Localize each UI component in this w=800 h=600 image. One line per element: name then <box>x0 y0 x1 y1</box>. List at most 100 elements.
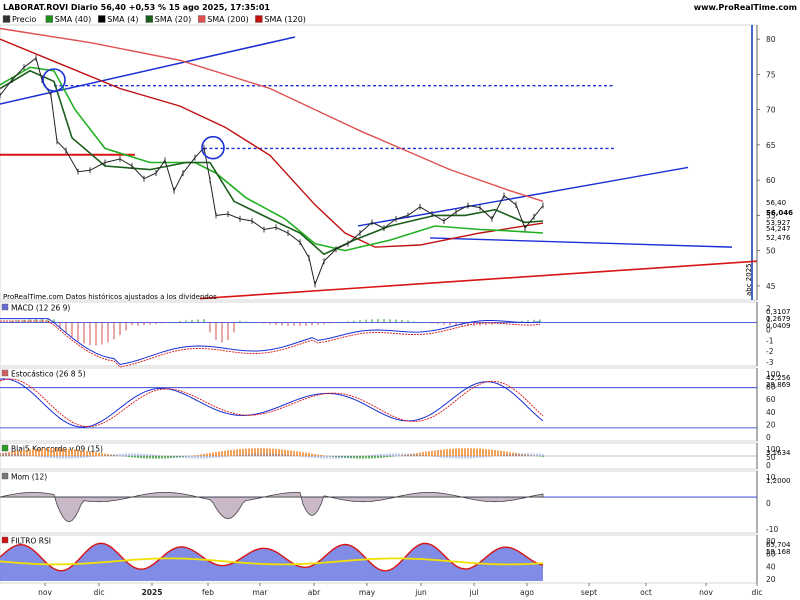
Momentum-title: Mom (12) <box>11 473 47 482</box>
price-tick-label: 55 <box>766 211 776 220</box>
indicator-Momentum[interactable]: Mom (12) 10 0 -10 1,2000 <box>0 473 791 535</box>
MACD-tick: -2 <box>766 347 774 356</box>
Estocastico-value: 29,869 <box>766 381 791 389</box>
Estocastico-tick: 60 <box>766 395 776 404</box>
trendline-upper-blue <box>0 36 296 105</box>
x-tick-label: abr <box>308 588 321 597</box>
legend-label-1: SMA (40) <box>55 15 91 24</box>
stoch-k-line <box>0 378 544 428</box>
trendline-support-red <box>199 260 758 300</box>
panel-frame-main <box>0 24 758 301</box>
FiltroRSI-value: 65,704 <box>766 541 791 549</box>
rsi-line <box>0 542 544 572</box>
price-tick-label: 75 <box>766 70 776 79</box>
x-tick-label: mar <box>253 588 269 597</box>
mom-area <box>0 492 544 523</box>
x-tick-label: dic <box>752 588 763 597</box>
price-tag-current: 56,40 <box>766 199 786 207</box>
price-tick-label: 60 <box>766 176 776 185</box>
x-tick-label: jul <box>469 588 479 597</box>
x-axis: nov dic 2025 feb mar abr may jun jul ago sept oct no… <box>38 583 762 597</box>
x-tick-label: sept <box>581 588 597 597</box>
price-tick-label: 70 <box>766 106 776 115</box>
stoch-d-line <box>0 378 544 428</box>
legend-label-3: SMA (20) <box>155 15 191 24</box>
price-line <box>0 57 544 287</box>
MACD-tick: -1 <box>766 336 774 345</box>
MACD-tick: 1 <box>766 315 771 324</box>
MACD-title: MACD (12 26 9) <box>11 304 70 313</box>
MACD-tick: 2 <box>766 304 771 313</box>
Estocastico-title: Estocástico (26 8 5) <box>11 370 86 379</box>
price-tag-ma3: 52,476 <box>766 234 791 242</box>
price-tag-ma1: 54,247 <box>766 225 791 233</box>
legend-swatch-5 <box>255 15 263 23</box>
Momentum-swatch <box>1 472 9 480</box>
rsi-area <box>0 543 543 581</box>
site-url[interactable]: www.ProRealTime.com <box>694 3 797 12</box>
Estocastico-tick: 0 <box>766 433 771 442</box>
Koncorde-tick: 50 <box>766 453 776 462</box>
MACD-swatch <box>1 303 9 311</box>
trendline-channel-bottom <box>429 237 733 248</box>
legend-label-0: Precio <box>12 15 36 24</box>
Estocastico-value: 42,256 <box>766 374 791 382</box>
indicator-Estocastico[interactable]: Estocástico (26 8 5) 100 80 60 40 20 0 42,25629… <box>0 370 791 443</box>
Koncorde-tick: 100 <box>766 445 781 454</box>
legend-label-5: SMA (120) <box>264 15 306 24</box>
MACD-tick: 0 <box>766 326 771 335</box>
Estocastico-tick: 40 <box>766 408 776 417</box>
indicator-panels[interactable]: MACD (12 26 9) 210-1-2-30,31070,26790,040… <box>0 304 791 585</box>
FiltroRSI-title: FILTRO RSI <box>11 537 51 546</box>
indicator-MACD[interactable]: MACD (12 26 9) 2 1 0-1 -2 -3 0,31070,26790,040… <box>0 304 791 368</box>
footnote: ProRealTime.com Datos históricos ajustad… <box>3 293 217 301</box>
price-tick-label: 80 <box>766 35 776 44</box>
Momentum-tick: -10 <box>766 525 778 534</box>
watermark: abc 2025 <box>745 263 753 296</box>
legend-swatch-2 <box>97 15 106 23</box>
price-tag-last: 56,046 <box>766 209 793 217</box>
Estocastico-tick: 100 <box>766 370 781 379</box>
FiltroRSI-tick: 40 <box>766 562 776 571</box>
Estocastico-tick: 80 <box>766 383 776 392</box>
x-tick-label: dic <box>94 588 105 597</box>
x-tick-label: ago <box>520 588 534 597</box>
legend-swatch-1 <box>45 15 53 23</box>
legend-swatch-0 <box>2 15 11 23</box>
Momentum-value: 1,2000 <box>766 477 791 485</box>
x-tick-label: feb <box>202 588 214 597</box>
x-tick-label: jun <box>414 588 427 597</box>
legend-label-2: SMA (4) <box>107 15 138 24</box>
highlight-circle-0 <box>42 68 66 92</box>
sma-line-3 <box>0 69 544 256</box>
legend-label-4: SMA (200) <box>207 15 249 24</box>
Koncorde-value: 3,1634 <box>766 449 791 457</box>
legend-swatch-4 <box>197 15 206 23</box>
x-tick-label: may <box>359 588 376 597</box>
price-panel[interactable]: 45 50 55 60 65 70 75 80 56,40 56,046 53,92754,2475… <box>0 25 793 300</box>
price-tag-ma2: 53,927 <box>766 219 791 227</box>
sma-line-2 <box>0 66 544 252</box>
Momentum-tick: 10 <box>766 473 776 482</box>
price-tick-label: 65 <box>766 141 776 150</box>
panel-frame-Momentum <box>0 470 758 534</box>
chart-title: LABORAT.ROVI Diario 56,40 +0,53 % 15 ago… <box>3 3 270 12</box>
sma-line-0 <box>0 27 544 202</box>
highlight-circle-1 <box>201 135 225 160</box>
trendline-channel-top <box>357 166 689 227</box>
x-tick-label: oct <box>640 588 652 597</box>
FiltroRSI-tick: 20 <box>766 575 776 584</box>
Momentum-tick: 0 <box>766 499 771 508</box>
price-tick-label: 45 <box>766 282 776 291</box>
price-tick-label: 50 <box>766 247 776 256</box>
Koncorde-tick: 0 <box>766 461 771 470</box>
MACD-value: 0,2679 <box>766 315 791 323</box>
macd-signal-line <box>0 320 541 368</box>
x-tick-label: nov <box>699 588 713 597</box>
Estocastico-swatch <box>1 369 9 377</box>
FiltroRSI-value: 59,168 <box>766 548 791 556</box>
FiltroRSI-swatch <box>1 536 9 544</box>
